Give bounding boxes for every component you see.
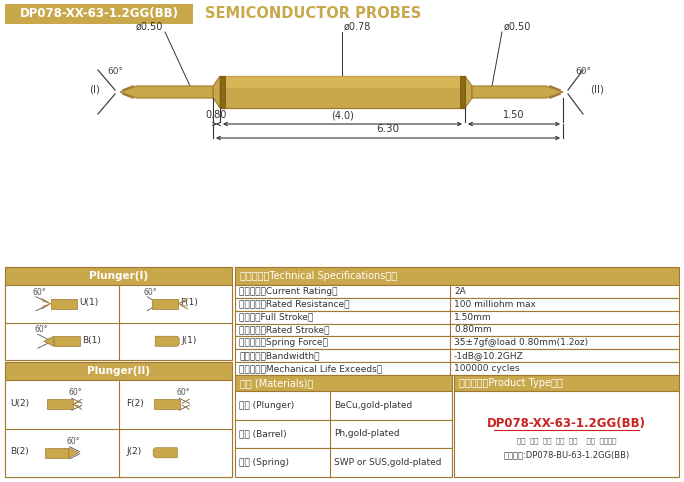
Bar xyxy=(5,380,232,477)
Text: 60°: 60° xyxy=(35,325,49,334)
Text: J(1): J(1) xyxy=(181,336,196,345)
Text: B(2): B(2) xyxy=(10,447,29,456)
Bar xyxy=(235,285,679,298)
Bar xyxy=(235,298,679,311)
Polygon shape xyxy=(220,76,465,108)
Bar xyxy=(5,362,232,477)
Text: ø0.50: ø0.50 xyxy=(504,22,531,32)
Polygon shape xyxy=(155,336,179,346)
Text: 6.30: 6.30 xyxy=(376,124,399,134)
Bar xyxy=(235,375,452,391)
Text: Plunger(II): Plunger(II) xyxy=(87,366,150,376)
Text: F(2): F(2) xyxy=(127,399,144,408)
Text: 技术要求（Technical Specifications）：: 技术要求（Technical Specifications）： xyxy=(240,271,397,281)
Text: F(1): F(1) xyxy=(181,298,198,307)
Polygon shape xyxy=(47,399,73,409)
Text: 60°: 60° xyxy=(69,388,83,397)
Bar xyxy=(235,448,452,477)
Polygon shape xyxy=(213,86,220,98)
Polygon shape xyxy=(120,86,213,98)
Polygon shape xyxy=(472,86,563,98)
Polygon shape xyxy=(465,76,472,108)
Text: 60°: 60° xyxy=(33,288,47,297)
Bar xyxy=(454,391,679,477)
Text: Ph,gold-plated: Ph,gold-plated xyxy=(334,429,399,439)
Polygon shape xyxy=(465,86,472,98)
Text: 35±7gf@load 0.80mm(1.2oz): 35±7gf@load 0.80mm(1.2oz) xyxy=(454,338,588,348)
Polygon shape xyxy=(220,76,465,88)
Text: 针管 (Barrel): 针管 (Barrel) xyxy=(239,429,287,439)
Text: SWP or SUS,gold-plated: SWP or SUS,gold-plated xyxy=(334,458,441,467)
Text: 60°: 60° xyxy=(176,388,190,397)
Polygon shape xyxy=(155,399,181,409)
Text: 60°: 60° xyxy=(144,288,157,297)
Text: Plunger(I): Plunger(I) xyxy=(89,271,148,281)
Text: 针头 (Plunger): 针头 (Plunger) xyxy=(239,401,294,410)
Polygon shape xyxy=(220,76,225,108)
Text: 额定弹力（Spring Force）: 额定弹力（Spring Force） xyxy=(239,338,328,348)
Text: 额定行程（Rated Stroke）: 额定行程（Rated Stroke） xyxy=(239,325,330,335)
Text: DP078-XX-63-1.2GG(BB): DP078-XX-63-1.2GG(BB) xyxy=(487,416,646,429)
Text: 1.50: 1.50 xyxy=(503,110,525,120)
Bar xyxy=(5,4,193,24)
Text: 额定电阵（Rated Resistance）: 额定电阵（Rated Resistance） xyxy=(239,300,350,309)
Text: DP078-XX-63-1.2GG(BB): DP078-XX-63-1.2GG(BB) xyxy=(20,8,179,21)
Text: 1.50mm: 1.50mm xyxy=(454,313,492,321)
Bar xyxy=(5,285,232,360)
Bar xyxy=(454,375,679,391)
Bar xyxy=(235,267,679,285)
Polygon shape xyxy=(69,448,79,458)
Text: 60°: 60° xyxy=(107,67,123,76)
Text: U(2): U(2) xyxy=(10,399,29,408)
Text: (4.0): (4.0) xyxy=(331,110,354,120)
Text: BeCu,gold-plated: BeCu,gold-plated xyxy=(334,401,412,410)
Text: 0.80mm: 0.80mm xyxy=(454,325,492,335)
Text: -1dB@10.2GHZ: -1dB@10.2GHZ xyxy=(454,351,524,360)
Text: 系列  规格  头型  总长  弹力    镀金  针头材质: 系列 规格 头型 总长 弹力 镀金 针头材质 xyxy=(516,438,616,444)
Text: 满行程（Full Stroke）: 满行程（Full Stroke） xyxy=(239,313,313,321)
Bar xyxy=(235,420,452,448)
Text: 100 milliohm max: 100 milliohm max xyxy=(454,300,536,309)
Text: 频率带宽（Bandwidth）: 频率带宽（Bandwidth） xyxy=(239,351,319,360)
Text: 订购单例:DP078-BU-63-1.2GG(BB): 订购单例:DP078-BU-63-1.2GG(BB) xyxy=(503,451,630,459)
Text: 0.80: 0.80 xyxy=(206,110,227,120)
Bar xyxy=(235,362,679,375)
Text: ø0.78: ø0.78 xyxy=(344,22,371,32)
Bar xyxy=(235,336,679,349)
Text: 材质 (Materials)：: 材质 (Materials)： xyxy=(240,378,313,388)
Text: SEMICONDUCTOR PROBES: SEMICONDUCTOR PROBES xyxy=(205,6,421,22)
Text: 100000 cycles: 100000 cycles xyxy=(454,364,520,373)
Bar xyxy=(235,349,679,362)
Text: 测试寿命（Mechanical Life Exceeds）: 测试寿命（Mechanical Life Exceeds） xyxy=(239,364,382,373)
Text: (I): (I) xyxy=(90,85,101,95)
Polygon shape xyxy=(213,76,220,108)
Polygon shape xyxy=(44,448,69,458)
Text: 60°: 60° xyxy=(575,67,591,76)
Text: B(1): B(1) xyxy=(82,336,101,345)
Text: J(2): J(2) xyxy=(127,447,142,456)
Polygon shape xyxy=(51,299,77,309)
Polygon shape xyxy=(153,448,177,458)
Text: U(1): U(1) xyxy=(80,298,99,307)
Text: (II): (II) xyxy=(590,85,604,95)
Polygon shape xyxy=(44,336,54,346)
Text: 成品型号（Product Type）：: 成品型号（Product Type）： xyxy=(459,378,563,388)
Bar xyxy=(5,267,232,360)
Bar xyxy=(235,391,452,420)
Text: 60°: 60° xyxy=(67,437,81,446)
Bar xyxy=(235,323,679,336)
Text: 弹簧 (Spring): 弹簧 (Spring) xyxy=(239,458,289,467)
Polygon shape xyxy=(460,76,465,108)
Polygon shape xyxy=(153,299,179,309)
Text: 额定电流（Current Rating）: 额定电流（Current Rating） xyxy=(239,287,337,296)
Bar xyxy=(235,311,679,323)
Text: 2A: 2A xyxy=(454,287,466,296)
Polygon shape xyxy=(54,336,80,346)
Text: ø0.50: ø0.50 xyxy=(135,22,163,32)
